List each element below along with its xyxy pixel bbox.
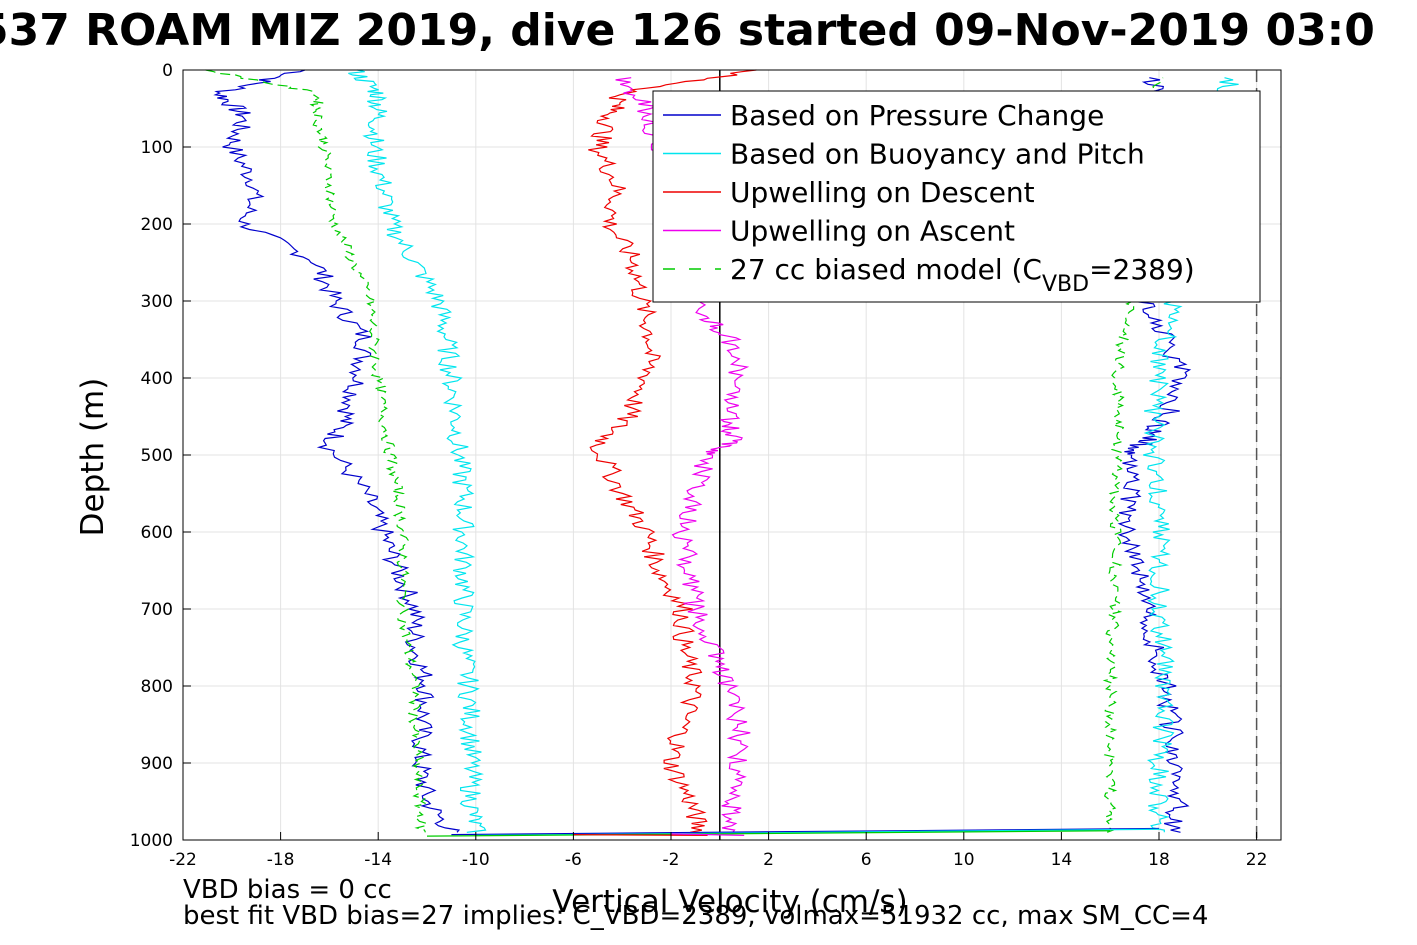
x-tick-label: 2: [763, 850, 774, 870]
legend-label: 27 cc biased model (CVBD=2389): [730, 253, 1195, 297]
y-tick-label: 700: [141, 600, 173, 620]
legend-label: Upwelling on Descent: [730, 176, 1035, 209]
x-axis-label: Vertical Velocity (cm/s): [552, 884, 907, 920]
chart-title: 537 ROAM MIZ 2019, dive 126 started 09-N…: [0, 5, 1375, 56]
surface-transition-line: [670, 833, 745, 836]
y-tick-label: 1000: [130, 831, 173, 851]
x-tick-label: 14: [1051, 850, 1073, 870]
x-tick-label: -22: [169, 850, 197, 870]
legend-label: Based on Buoyancy and Pitch: [730, 138, 1145, 171]
x-tick-label: -14: [364, 850, 392, 870]
legend-label: Based on Pressure Change: [730, 99, 1104, 132]
surface-transition-line: [451, 827, 1160, 836]
x-tick-label: -18: [267, 850, 295, 870]
y-tick-label: 200: [141, 215, 173, 235]
y-tick-label: 900: [141, 754, 173, 774]
series-line-upwelling_descent-descent: [588, 69, 757, 833]
x-tick-label: 10: [953, 850, 975, 870]
y-tick-label: 600: [141, 523, 173, 543]
series-line-model-descent: [205, 69, 428, 833]
x-tick-label: 18: [1148, 850, 1170, 870]
series-line-buoyancy-descent: [348, 69, 487, 833]
best-fit-note: best fit VBD bias=27 implies: C_VBD=2389…: [183, 901, 1209, 931]
tick-labels: -22 -18 -14 -10 -6 -2 2 6 10 14 18 2201002003004005…: [130, 61, 1268, 870]
y-axis-label: Depth (m): [75, 378, 111, 537]
bias-note: VBD bias = 0 cc: [183, 875, 392, 905]
y-tick-label: 0: [162, 61, 173, 81]
surface-transition-line: [573, 834, 708, 836]
series-group: [205, 69, 1239, 837]
x-tick-label: -2: [663, 850, 680, 870]
y-tick-label: 300: [141, 292, 173, 312]
legend: Based on Pressure Change Based on Buoyanc…: [652, 90, 1261, 303]
x-tick-label: -6: [565, 850, 582, 870]
legend-box: [652, 90, 1261, 303]
y-tick-label: 500: [141, 446, 173, 466]
x-tick-label: -10: [462, 850, 490, 870]
legend-label: Upwelling on Ascent: [730, 215, 1015, 248]
y-tick-label: 100: [141, 138, 173, 158]
x-tick-label: 6: [861, 850, 872, 870]
y-tick-label: 800: [141, 677, 173, 697]
x-tick-label: 22: [1246, 850, 1268, 870]
y-tick-label: 400: [141, 369, 173, 389]
series-line-pressure-descent: [213, 69, 461, 833]
